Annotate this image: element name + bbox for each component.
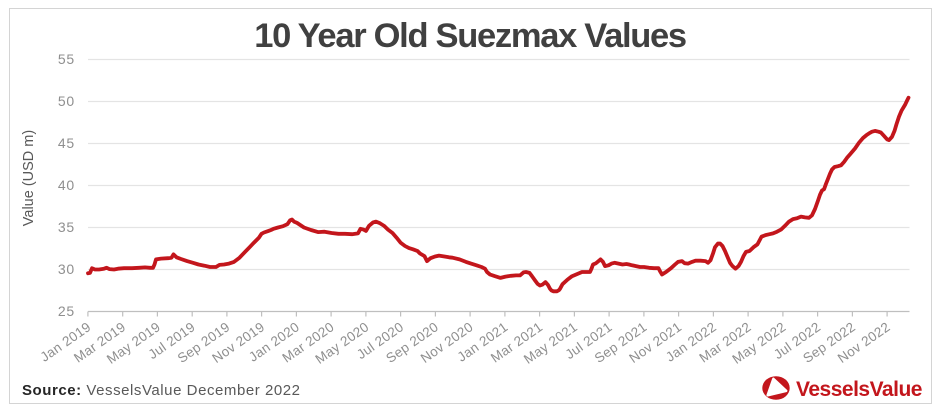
- svg-text:45: 45: [58, 135, 75, 151]
- svg-text:Value (USD m): Value (USD m): [21, 130, 37, 226]
- svg-text:Source: VesselsValue December: Source: VesselsValue December 2022: [22, 382, 301, 399]
- svg-text:25: 25: [58, 303, 75, 319]
- svg-text:VesselsValue: VesselsValue: [796, 378, 922, 401]
- svg-text:50: 50: [58, 93, 75, 109]
- svg-text:40: 40: [58, 177, 75, 193]
- svg-text:30: 30: [58, 261, 75, 277]
- svg-text:55: 55: [58, 51, 75, 67]
- svg-text:35: 35: [58, 219, 75, 235]
